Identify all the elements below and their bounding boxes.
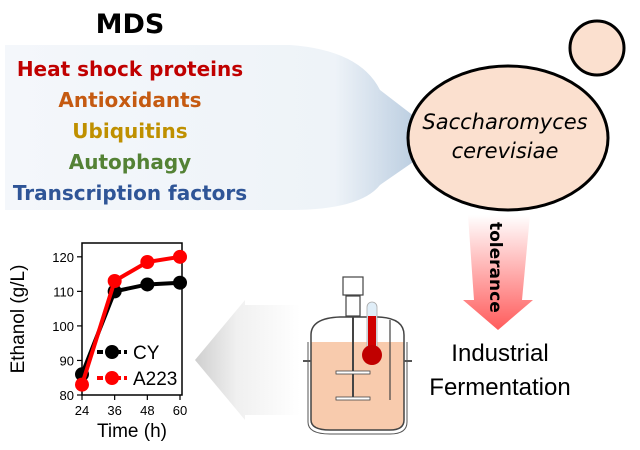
chart-y-tick-label: 120 (52, 250, 74, 265)
fermentation-label-line1: Industrial (451, 340, 548, 367)
chart-point-CY (140, 277, 155, 292)
thermometer-icon (362, 301, 382, 365)
fermentation-label-line2: Fermentation (429, 374, 570, 401)
chart-point-A223 (173, 249, 187, 264)
yeast-body (406, 64, 610, 212)
chart-x-tick-label: 24 (75, 403, 89, 418)
fermentation-to-chart-arrow (195, 300, 300, 420)
mds-item: Ubiquitins (72, 119, 187, 143)
mds-to-yeast-arrow (5, 45, 445, 210)
chart-point-A223 (107, 274, 122, 288)
tolerance-arrow (463, 215, 533, 330)
chart-point-A223 (75, 377, 89, 392)
legend-label: CY (133, 343, 160, 364)
legend-marker-A223 (105, 371, 119, 385)
chart-y-tick-label: 80 (60, 388, 74, 403)
chart-y-tick-label: 90 (60, 353, 74, 368)
tolerance-label: tolerance (485, 222, 505, 313)
legend-label: A223 (133, 369, 177, 390)
chart-series-line-A223 (80, 254, 181, 386)
chart-y-tick-label: 110 (53, 284, 74, 299)
chart-point-CY (173, 275, 187, 290)
chart-x-tick-label: 36 (107, 403, 121, 418)
legend-marker-CY (105, 345, 119, 359)
mds-item: Heat shock proteins (17, 57, 243, 81)
yeast-cell (406, 19, 626, 212)
chart-x-tick-label: 60 (173, 403, 187, 418)
mds-item: Autophagy (69, 150, 191, 174)
yeast-label-line1: Saccharomyces (422, 110, 587, 134)
chart-y-axis-label: Ethanol (g/L) (8, 265, 29, 374)
chart-x-axis-label: Time (h) (97, 421, 167, 442)
chart-y-tick-label: 100 (52, 319, 74, 334)
yeast-label-line2: cerevisiae (452, 139, 559, 163)
chart-x-tick-label: 48 (140, 403, 154, 418)
mds-title: MDS (96, 9, 165, 40)
mds-item: Transcription factors (13, 181, 247, 205)
bioreactor-icon (303, 276, 412, 435)
chart-point-A223 (140, 255, 155, 269)
chart-plot-frame (81, 242, 183, 396)
yeast-bud (568, 19, 626, 77)
ethanol-chart: 80 90 100 110 120 24 36 48 60 CY A223 Ethanol (g/… (8, 242, 187, 442)
mds-item: Antioxidants (58, 88, 201, 112)
